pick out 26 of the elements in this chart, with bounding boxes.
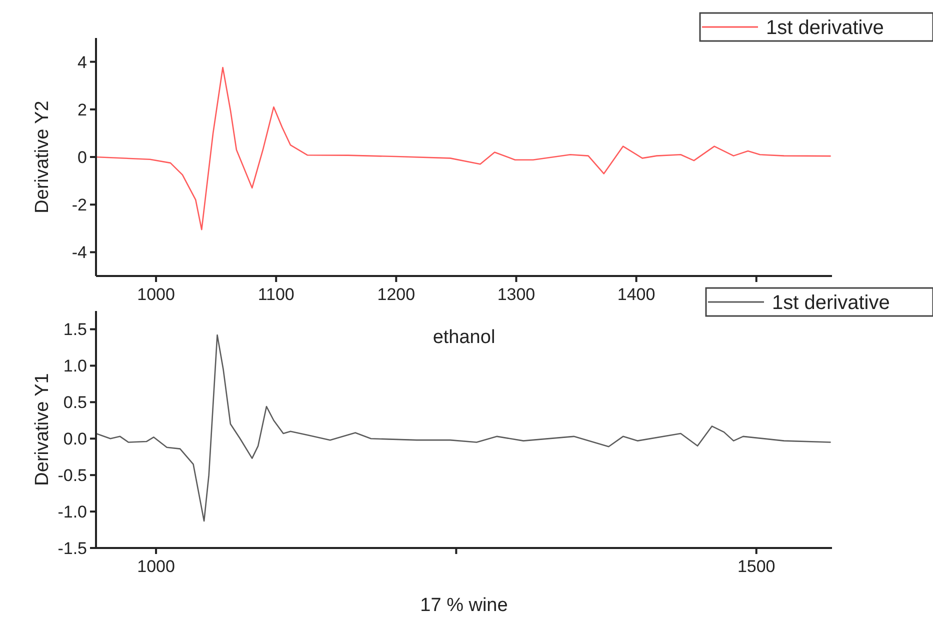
x-tick-label: 1100	[258, 285, 294, 304]
x-tick-label: 1300	[497, 285, 536, 304]
x-tick-label: 1200	[377, 285, 416, 304]
line-series	[95, 66, 832, 230]
y-tick-label: -0.5	[58, 466, 87, 486]
x-tick-label: 1000	[137, 285, 175, 304]
y-tick-label: -1.0	[58, 502, 87, 522]
x-tick-label: 1000	[137, 557, 175, 576]
y-tick-label: 4	[78, 52, 87, 72]
x-tick-label: 1400	[617, 285, 656, 304]
y-tick-label: -4	[72, 243, 87, 262]
y-axis-title: Derivative Y2	[32, 100, 53, 214]
y-tick-label: -2	[72, 196, 87, 215]
y-tick-label: 1.0	[63, 356, 87, 376]
y-tick-label: 0.0	[63, 430, 87, 449]
legend-label: 1st derivative	[766, 17, 884, 39]
x-tick-label: 1500	[737, 557, 776, 576]
y-tick-label: 1.5	[63, 320, 87, 340]
x-axis-title: 17 % wine	[420, 595, 508, 616]
y-axis-title: Derivative Y1	[32, 373, 53, 486]
x-axis-title: ethanol	[432, 327, 496, 348]
legend-label: 1st derivative	[772, 292, 890, 314]
y-tick-label: 0	[78, 148, 87, 167]
y-tick-label: -1.5	[58, 539, 87, 558]
y-tick-label: 0.5	[63, 393, 87, 412]
y-tick-label: 2	[78, 100, 87, 120]
